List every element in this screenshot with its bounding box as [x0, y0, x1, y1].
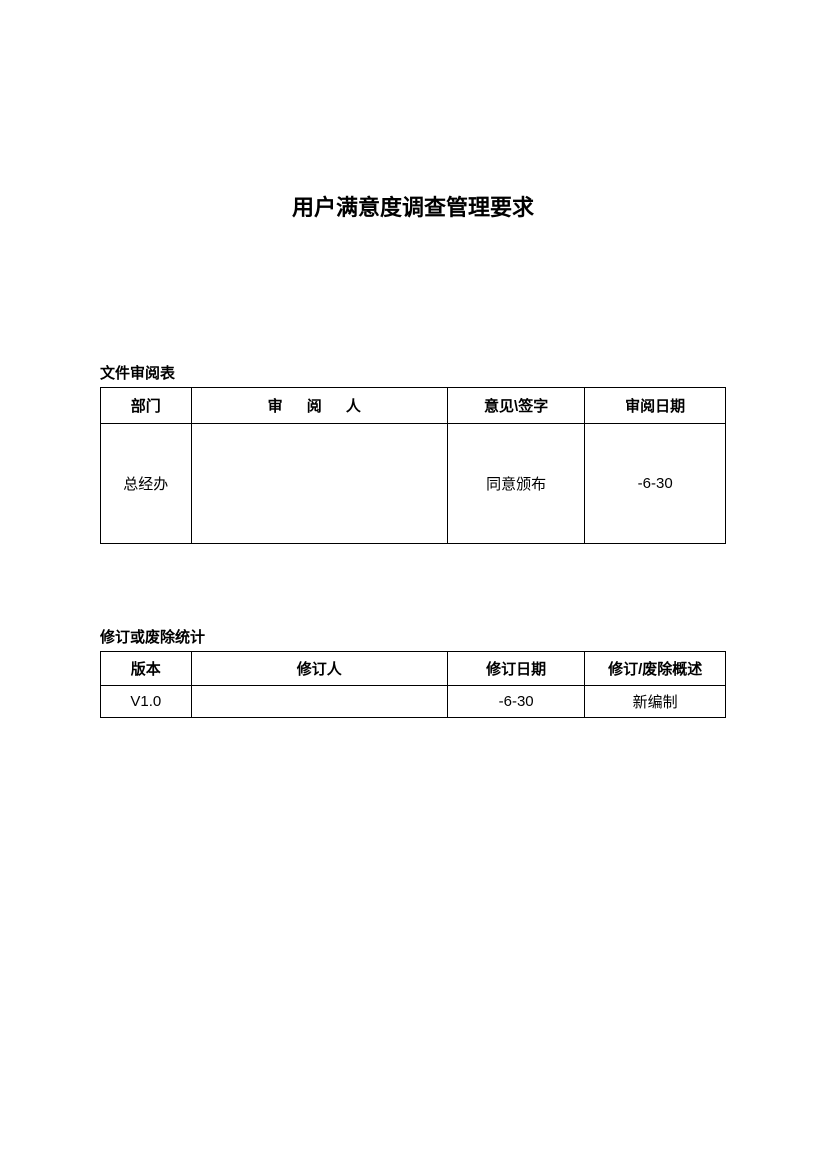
- revision-table-row: V1.0 -6-30 新编制: [101, 686, 726, 718]
- revision-cell-version: V1.0: [101, 686, 192, 718]
- revision-header-date: 修订日期: [447, 652, 585, 686]
- review-table-header-row: 部门 审 阅 人 意见\签字 审阅日期: [101, 388, 726, 424]
- review-cell-opinion: 同意颁布: [447, 424, 585, 544]
- review-header-opinion: 意见\签字: [447, 388, 585, 424]
- revision-cell-reviser: [191, 686, 447, 718]
- revision-header-desc: 修订/废除概述: [585, 652, 726, 686]
- revision-section: 修订或废除统计 版本 修订人 修订日期 修订/废除概述 V1.0: [100, 626, 726, 718]
- revision-table-label: 修订或废除统计: [100, 626, 726, 647]
- page-title: 用户满意度调查管理要求: [100, 190, 726, 222]
- review-table-row: 总经办 同意颁布 -6-30: [101, 424, 726, 544]
- review-cell-date: -6-30: [585, 424, 726, 544]
- review-header-dept: 部门: [101, 388, 192, 424]
- revision-table: 版本 修订人 修订日期 修订/废除概述 V1.0 -6-30 新编制: [100, 651, 726, 718]
- review-header-reviewer: 审 阅 人: [191, 388, 447, 424]
- review-header-date: 审阅日期: [585, 388, 726, 424]
- revision-cell-date: -6-30: [447, 686, 585, 718]
- revision-cell-desc: 新编制: [585, 686, 726, 718]
- review-table: 部门 审 阅 人 意见\签字 审阅日期 总经办 同意颁布 -6-30: [100, 387, 726, 544]
- revision-table-header-row: 版本 修订人 修订日期 修订/废除概述: [101, 652, 726, 686]
- review-section: 文件审阅表 部门 审 阅 人 意见\签字 审阅日期 总经办: [100, 362, 726, 544]
- revision-header-version: 版本: [101, 652, 192, 686]
- revision-header-reviser: 修订人: [191, 652, 447, 686]
- review-cell-dept: 总经办: [101, 424, 192, 544]
- review-table-label: 文件审阅表: [100, 362, 726, 383]
- document-page: 用户满意度调查管理要求 文件审阅表 部门 审 阅 人 意见\签字 审阅日期 总: [0, 0, 826, 718]
- review-cell-reviewer: [191, 424, 447, 544]
